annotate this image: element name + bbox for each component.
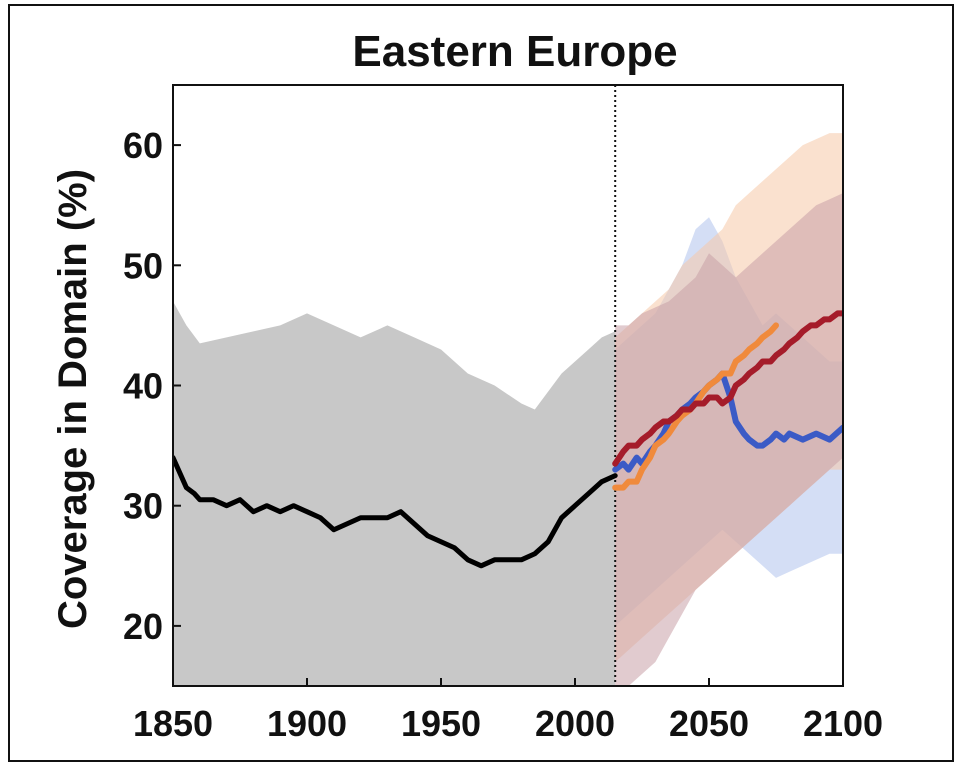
chart-title: Eastern Europe <box>352 27 677 76</box>
x-tick-label: 2100 <box>803 703 883 744</box>
x-tick-label: 1850 <box>133 703 213 744</box>
uncertainty-band-4 <box>615 193 843 686</box>
y-tick-label: 20 <box>123 606 163 647</box>
x-tick-label: 2050 <box>669 703 749 744</box>
x-tick-label: 2000 <box>535 703 615 744</box>
x-tick-label: 1950 <box>401 703 481 744</box>
plot-area <box>172 84 844 687</box>
uncertainty-bands <box>173 133 843 686</box>
chart-frame: Eastern Europe Coverage in Domain (%) 18… <box>8 4 954 762</box>
chart-canvas: Eastern Europe Coverage in Domain (%) 18… <box>51 27 883 744</box>
y-axis-ticks: 20 30 40 50 60 <box>123 125 181 647</box>
series-lines <box>173 310 843 569</box>
y-tick-label: 30 <box>123 486 163 527</box>
y-tick-label: 50 <box>123 245 163 286</box>
y-tick-label: 40 <box>123 366 163 407</box>
x-axis-ticks: 1850 1900 1950 2000 2050 2100 <box>133 678 883 744</box>
series-line-4 <box>612 310 843 467</box>
y-tick-label: 60 <box>123 125 163 166</box>
series-line-1 <box>173 455 618 569</box>
x-tick-label: 1900 <box>267 703 347 744</box>
uncertainty-band-1 <box>173 301 616 686</box>
y-axis-label: Coverage in Domain (%) <box>51 169 95 629</box>
